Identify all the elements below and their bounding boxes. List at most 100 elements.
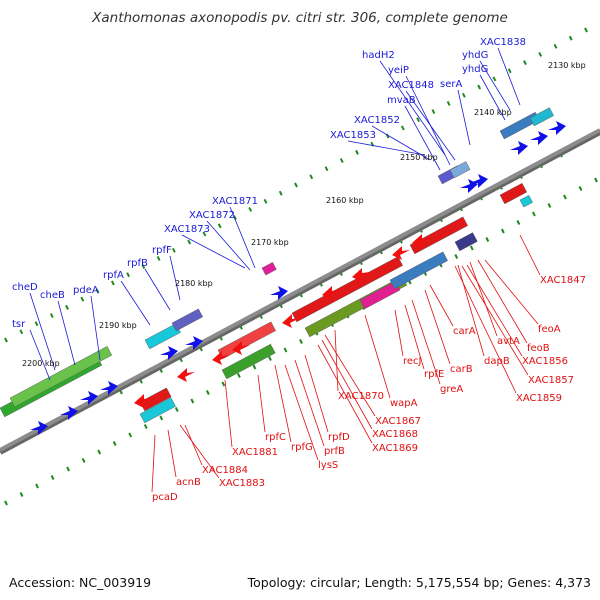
gene-block-forward [449, 161, 471, 179]
backbone-layer [0, 128, 600, 455]
tick-inner [50, 475, 55, 480]
tick-inner [190, 398, 195, 404]
gene-label-reverse: greA [440, 384, 463, 395]
reverse-arrow [282, 314, 300, 328]
forward-arrow [470, 174, 488, 188]
tick-outer [584, 27, 588, 33]
gene-block-reverse [519, 195, 533, 208]
leader-forward [405, 75, 451, 166]
gene-block-forward [9, 346, 113, 408]
gene-label-layer: XAC1838yhdGyhdGserAhadH2yeiPXAC1848mvaBX… [12, 37, 586, 503]
tick-inner [578, 186, 583, 191]
tick-outer [65, 304, 69, 310]
gene-label-reverse: pcaD [152, 492, 178, 503]
kbp-label: 2150 kbp [400, 153, 438, 162]
gene-label-reverse: avtA [497, 336, 520, 347]
leader-reverse [334, 329, 339, 392]
leader-forward [181, 234, 246, 269]
gene-label-reverse: carB [450, 364, 473, 375]
tick-outer [492, 76, 497, 82]
kbp-label: 2170 kbp [251, 238, 289, 247]
gene-label-forward: XAC1871 [212, 196, 258, 207]
forward-arrow [548, 121, 566, 135]
leader-reverse [519, 234, 541, 276]
gene-label-forward: yhdG [462, 50, 488, 61]
tick-outer [278, 190, 283, 196]
tick-inner [174, 407, 179, 412]
gene-label-reverse: XAC1857 [528, 375, 574, 386]
leader-reverse [274, 364, 292, 443]
leader-forward [479, 60, 511, 111]
gene-label-reverse: wapA [390, 398, 418, 409]
gene-label-reverse: XAC1884 [202, 465, 248, 476]
leader-reverse [257, 374, 266, 433]
tick-outer [49, 313, 54, 318]
forward-arrow [160, 346, 178, 360]
forward-arrow [510, 141, 528, 155]
gene-label-forward: XAC1838 [480, 37, 526, 48]
gene-label-forward: mvaB [387, 95, 416, 106]
feature-layer [0, 107, 566, 435]
leader-forward [169, 255, 181, 301]
forward-arrow [60, 406, 78, 420]
tick-inner [143, 424, 148, 429]
leader-reverse [151, 434, 156, 493]
forward-arrow [100, 381, 118, 395]
leader-reverse [179, 424, 220, 479]
leader-forward [379, 60, 446, 156]
tick-outer [523, 60, 527, 66]
leader-reverse [404, 304, 425, 370]
gene-label-reverse: XAC1859 [516, 393, 562, 404]
gene-label-forward: XAC1853 [330, 130, 376, 141]
tick-inner [547, 203, 552, 208]
leader-reverse [224, 379, 233, 448]
gene-label-forward: hadH2 [362, 50, 395, 61]
tick-inner [81, 458, 86, 463]
kbp-label: 2200 kbp [22, 359, 60, 368]
gene-label-reverse: XAC1870 [338, 391, 384, 402]
backbone-line [0, 128, 600, 452]
gene-label-reverse: XAC1883 [219, 478, 265, 489]
tick-inner [112, 441, 117, 446]
gene-label-reverse: XAC1868 [372, 429, 418, 440]
tick-inner [454, 254, 459, 259]
tick-outer [431, 109, 436, 115]
leader-reverse [484, 259, 539, 325]
tick-outer [19, 329, 24, 335]
gene-label-forward: rpfB [127, 258, 148, 269]
gene-block-reverse [499, 182, 528, 205]
topology-text: Topology: circular; Length: 5,175,554 bp… [247, 575, 591, 590]
gene-label-reverse: XAC1856 [522, 356, 568, 367]
gene-label-reverse: XAC1867 [375, 416, 421, 427]
leader-reverse [411, 299, 441, 385]
leader-reverse [364, 314, 391, 399]
leader-reverse [466, 264, 523, 357]
tick-inner [221, 381, 226, 387]
forward-arrow [30, 421, 48, 435]
forward-arrow [270, 286, 288, 300]
gene-label-reverse: carA [453, 326, 476, 337]
reverse-arrow [232, 341, 250, 355]
gene-label-reverse: feoB [527, 343, 550, 354]
tick-inner [66, 466, 70, 472]
tick-outer [400, 125, 405, 131]
tick-outer [202, 231, 207, 237]
tick-inner [4, 500, 8, 506]
tick-outer [4, 337, 8, 343]
tick-inner [252, 364, 257, 370]
tick-inner [128, 432, 133, 438]
gene-label-reverse: lysS [318, 460, 338, 471]
gene-label-forward: pdeA [73, 285, 99, 296]
gene-label-forward: XAC1873 [164, 224, 210, 235]
gene-block-forward [261, 262, 277, 276]
tick-outer [110, 280, 115, 286]
kbp-label: 2130 kbp [548, 61, 586, 70]
leader-reverse [284, 364, 319, 461]
leader-reverse [304, 354, 329, 433]
reverse-arrow [177, 368, 195, 382]
gene-block-reverse [139, 397, 176, 424]
reverse-arrow [322, 286, 340, 300]
kbp-label: 2190 kbp [99, 321, 137, 330]
tick-inner [19, 492, 24, 497]
